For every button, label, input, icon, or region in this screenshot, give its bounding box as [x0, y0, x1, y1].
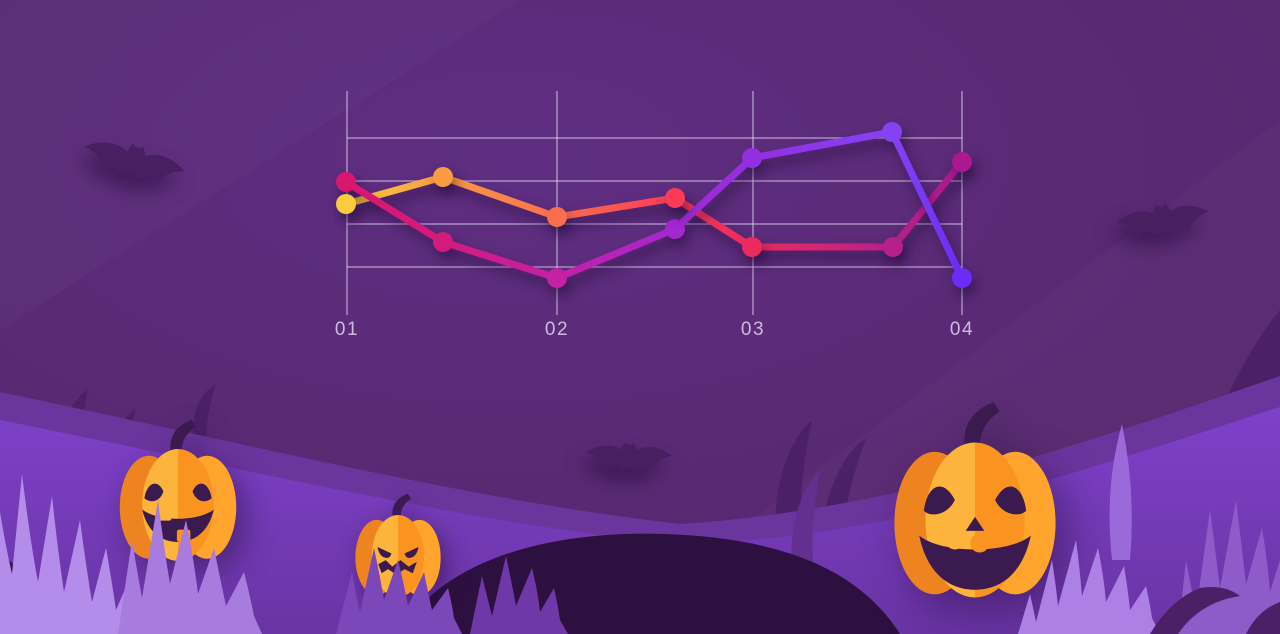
- pumpkin-stem: [392, 493, 412, 520]
- leaf-silhouette-front: [1246, 602, 1280, 634]
- x-tick-3: 03: [740, 319, 766, 340]
- jack-o-lantern-icon: [355, 493, 441, 597]
- grass-blade: [1109, 424, 1132, 560]
- leaf-silhouette-front: [1150, 587, 1240, 634]
- grass-tuft: [118, 500, 262, 634]
- series-warm-point: [547, 207, 567, 227]
- series-cool-point: [336, 172, 356, 192]
- series-cool-point: [433, 232, 453, 252]
- series-warm-point: [952, 152, 972, 172]
- series-cool-line: [342, 128, 966, 282]
- grass-tuft: [336, 548, 462, 634]
- series-warm-point: [883, 237, 903, 257]
- series-cool-point: [547, 268, 567, 288]
- grass-tuft: [470, 556, 568, 634]
- x-tick-2: 02: [544, 319, 570, 340]
- series-cool-point: [882, 122, 902, 142]
- jack-o-lantern-icon: [894, 402, 1056, 598]
- jack-o-lantern-face: [919, 486, 1031, 590]
- pumpkin-stem: [964, 402, 1000, 452]
- series-cool-point: [952, 268, 972, 288]
- series-warm-point: [336, 194, 356, 214]
- series-warm-point: [665, 188, 685, 208]
- grass-tuft: [1018, 540, 1160, 634]
- series-cool-point: [665, 219, 685, 239]
- series-cool-point: [742, 148, 762, 168]
- x-tick-4: 04: [949, 319, 975, 340]
- grass-tuft: [0, 474, 142, 634]
- pumpkin-stem: [170, 419, 196, 456]
- series-warm-point: [433, 167, 453, 187]
- series-warm-point: [742, 237, 762, 257]
- x-tick-1: 01: [334, 319, 360, 340]
